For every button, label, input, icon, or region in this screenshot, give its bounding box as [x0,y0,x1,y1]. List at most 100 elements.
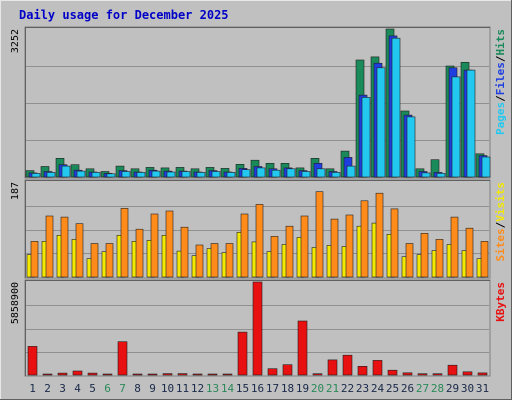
kbytes-bar-kbytes-day-2 [42,373,53,376]
hits-bar-pages-day-11 [181,171,191,178]
hits-bar-pages-day-12 [196,172,206,178]
kbytes-bar-kbytes-day-28 [432,373,443,376]
visits-bar-sites-day-16 [255,204,264,278]
hits-bar-pages-day-24 [376,67,386,178]
hits-bar-pages-day-6 [106,173,116,178]
kbytes-bar-kbytes-day-20 [312,373,323,376]
visits-bar-sites-day-13 [210,243,219,278]
kbytes-bar-kbytes-day-12 [192,373,203,376]
visits-bar-sites-day-3 [60,216,69,278]
x-tick-label-day-21: 21 [326,382,339,395]
x-tick-label-day-12: 12 [191,382,204,395]
kbytes-bar-kbytes-day-10 [162,373,173,376]
x-tick-label-day-24: 24 [371,382,385,395]
kbytes-bar-kbytes-day-15 [237,331,248,376]
visits-bar-sites-day-19 [300,215,309,278]
x-tick-label-day-31: 31 [476,382,489,395]
hits-bar-pages-day-16 [256,167,266,178]
visits-bar-sites-day-2 [45,215,54,278]
x-axis-labels: 1 2 3 4 5 6 7 8 9 10 11 12 13 14 15 16 17 18 19 20 21 22 23 24 2… [29,382,489,395]
hits-bar-pages-day-15 [241,169,251,178]
visits-bar-sites-day-20 [315,191,324,278]
hits-bar-pages-day-19 [301,171,311,178]
kbytes-bar-kbytes-day-9 [147,373,158,376]
legend-entry-pages: Pages [494,102,507,135]
kbytes-max-label: 5858900 [10,282,21,324]
kbytes-bar-kbytes-day-17 [267,368,278,376]
kbytes-bar-kbytes-day-14 [222,373,233,376]
kbytes-bar-kbytes-day-22 [342,354,353,376]
x-tick-label-day-22: 22 [341,382,354,395]
x-tick-label-day-11: 11 [176,382,189,395]
visits-bar-sites-day-21 [330,218,339,278]
hits-bar-pages-day-25 [391,37,401,178]
legend-entry-kbytes: KBytes [494,282,507,322]
chart-title: Daily usage for December 2025 [19,8,229,22]
hits-bar-pages-day-28 [436,173,446,178]
legend-entry-visits: Visits [494,182,507,222]
kbytes-bar-kbytes-day-31 [477,372,488,376]
x-tick-label-day-27: 27 [416,382,429,395]
x-tick-label-day-1: 1 [29,382,36,395]
kbytes-bar-kbytes-day-21 [327,359,338,376]
hits-bar-pages-day-30 [466,69,476,178]
kbytes-bar-kbytes-day-4 [72,370,83,376]
hits-bar-pages-day-14 [226,172,236,178]
x-tick-label-day-8: 8 [134,382,141,395]
hits-bar-pages-day-5 [91,172,101,178]
hits-bar-pages-day-3 [61,165,71,178]
kbytes-bar-kbytes-day-1 [27,346,38,376]
visits-bar-sites-day-10 [165,210,174,278]
x-tick-label-day-29: 29 [446,382,459,395]
kbytes-bar-kbytes-day-7 [117,341,128,376]
hits-bar-pages-day-8 [136,172,146,178]
x-tick-label-day-4: 4 [74,382,81,395]
chart-panels: 3252Pages/Files/Hits187Sites/Visits58589… [10,26,507,377]
visits-bar-sites-day-15 [240,213,249,278]
hits-bar-pages-day-20 [316,168,326,178]
x-tick-label-day-16: 16 [251,382,264,395]
visits-bar-sites-day-31 [480,241,489,278]
legend-entry-hits: Hits [494,29,507,56]
kbytes-bar-kbytes-day-3 [57,372,68,376]
visits-bar-sites-day-30 [465,227,474,278]
hits-bar-pages-day-7 [121,171,131,178]
x-tick-label-day-28: 28 [431,382,444,395]
visits-bar-sites-day-26 [405,243,414,278]
visits-bar-sites-day-9 [150,213,159,278]
visits-bar-sites-day-11 [180,226,189,278]
kbytes-bar-kbytes-day-30 [462,371,473,376]
kbytes-bar-kbytes-day-29 [447,364,458,376]
legend-entry-sep: / [494,55,507,62]
visits-legend: Sites/Visits [494,182,507,262]
x-tick-label-day-9: 9 [149,382,156,395]
kbytes-bar-kbytes-day-5 [87,372,98,376]
visits-bar-sites-day-28 [435,239,444,278]
legend-entry-files: Files [494,62,507,95]
hits-bar-pages-day-26 [406,116,416,178]
x-tick-label-day-13: 13 [206,382,219,395]
kbytes-panel: 5858900 KBytes [10,279,507,377]
kbytes-bar-kbytes-day-23 [357,365,368,376]
x-tick-label-day-30: 30 [461,382,474,395]
hits-bar-pages-day-4 [76,170,86,178]
visits-bar-sites-day-17 [270,236,279,278]
visits-bar-sites-day-24 [375,192,384,278]
hits-bar-pages-day-10 [166,171,176,178]
visits-bar-sites-day-7 [120,208,129,278]
hits-max-label: 3252 [10,29,21,53]
hits-bar-pages-day-13 [211,171,221,178]
visits-bar-sites-day-23 [360,200,369,278]
visits-bar-sites-day-27 [420,233,429,278]
x-tick-label-day-5: 5 [89,382,96,395]
hits-bar-pages-day-9 [151,170,161,178]
x-tick-label-day-15: 15 [236,382,249,395]
x-tick-label-day-18: 18 [281,382,294,395]
kbytes-bar-kbytes-day-6 [102,373,113,376]
visits-bar-sites-day-18 [285,225,294,278]
hits-bar-pages-day-22 [346,165,356,178]
visits-panel: 187 Sites/Visits [10,179,507,279]
hits-bar-pages-day-21 [331,172,341,178]
